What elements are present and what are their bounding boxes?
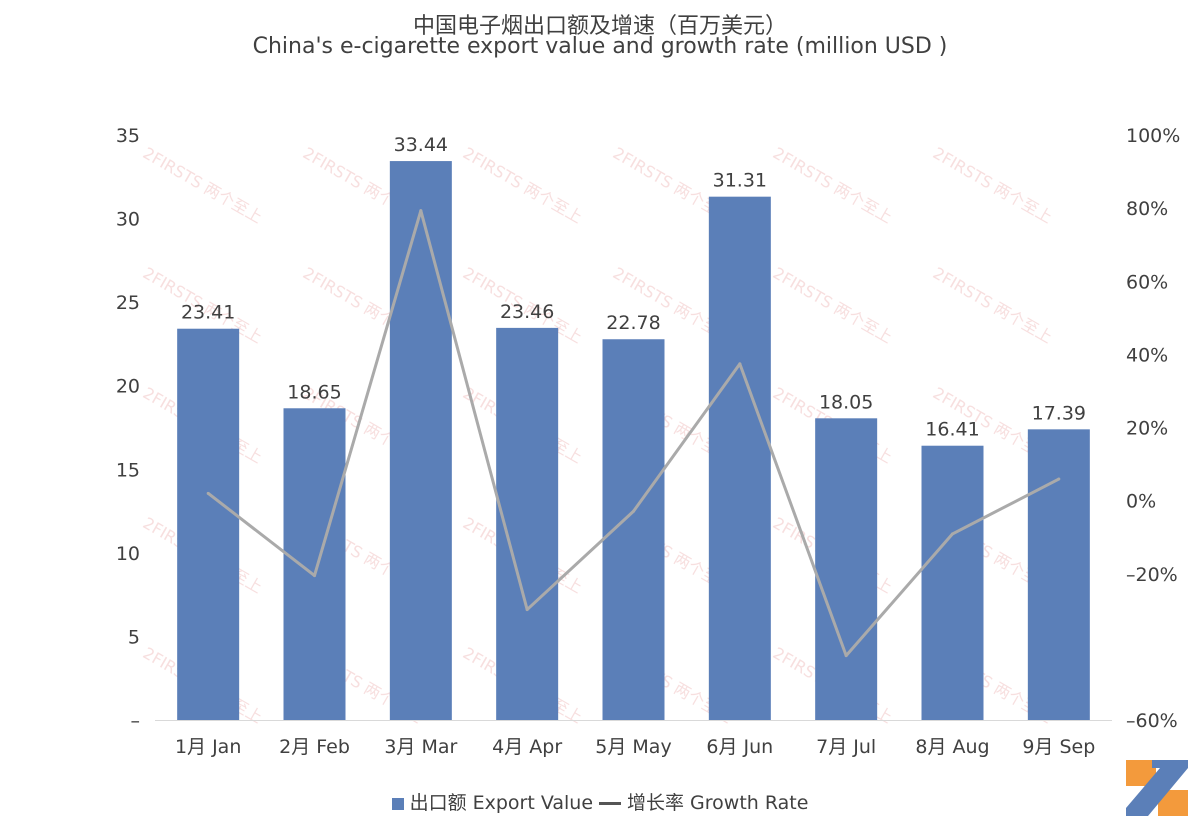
bar — [283, 408, 346, 720]
x-tick-label: 9月 Sep — [1022, 736, 1095, 758]
y-right-tick-label: 20% — [1126, 418, 1168, 440]
watermark-text: 2FIRSTS 两个至上 — [930, 143, 1056, 227]
bar-data-label: 23.41 — [181, 302, 235, 324]
x-tick-label: 7月 Jul — [816, 736, 876, 758]
legend-bar-label: 出口额 Export Value — [409, 792, 594, 814]
bar — [921, 445, 984, 720]
y-right-tick-label: 40% — [1126, 344, 1168, 366]
watermark-text: 2FIRSTS 两个至上 — [930, 263, 1056, 347]
chart-title-en: China's e-cigarette export value and gro… — [252, 34, 948, 59]
growth-rate-point — [1057, 477, 1061, 481]
growth-rate-point — [206, 491, 210, 495]
watermark-text: 2FIRSTS 两个至上 — [140, 143, 266, 227]
x-tick-label: 3月 Mar — [384, 736, 457, 758]
y-right-tick-label: –20% — [1126, 564, 1178, 586]
bar-data-label: 23.46 — [500, 301, 554, 323]
growth-rate-point — [844, 654, 848, 658]
legend-line-label: 增长率 Growth Rate — [627, 792, 809, 814]
bar-data-label: 17.39 — [1032, 402, 1086, 424]
y-left-tick-label: 25 — [116, 292, 140, 314]
x-tick-label: 5月 May — [595, 736, 671, 758]
y-left-tick-label: 5 — [128, 626, 140, 648]
watermark-text: 2FIRSTS 两个至上 — [460, 143, 586, 227]
bar-data-label: 33.44 — [394, 134, 448, 156]
bar — [708, 196, 771, 720]
y-right-tick-label: 60% — [1126, 271, 1168, 293]
bar-data-label: 18.65 — [287, 381, 341, 403]
y-left-tick-label: 10 — [116, 543, 140, 565]
watermark-text: 2FIRSTS 两个至上 — [770, 143, 896, 227]
y-right-tick-label: 80% — [1126, 198, 1168, 220]
x-tick-label: 6月 Jun — [706, 736, 773, 758]
y-left-tick-label: 35 — [116, 125, 140, 147]
bar-data-label: 22.78 — [606, 312, 660, 334]
legend-bar-swatch — [391, 797, 404, 810]
growth-rate-point — [525, 608, 529, 612]
y-left-tick-label: 30 — [116, 209, 140, 231]
bar — [496, 327, 559, 720]
watermark-text: 2FIRSTS 两个至上 — [770, 263, 896, 347]
y-left-tick-label: 20 — [116, 376, 140, 398]
bar-data-label: 16.41 — [925, 419, 979, 441]
y-right-tick-label: 100% — [1126, 125, 1180, 147]
x-tick-label: 8月 Aug — [915, 736, 989, 758]
bar — [389, 161, 452, 720]
y-right-tick-label: –60% — [1126, 710, 1178, 732]
chart-legend: 出口额 Export Value 增长率 Growth Rate — [0, 788, 1200, 815]
y-right-tick-label: 0% — [1126, 491, 1156, 513]
x-tick-label: 4月 Apr — [492, 736, 562, 758]
growth-rate-point — [313, 574, 316, 578]
growth-rate-point — [738, 362, 742, 366]
y-left-tick-label: 15 — [116, 459, 140, 481]
x-tick-label: 2月 Feb — [279, 736, 350, 758]
x-tick-label: 1月 Jan — [175, 736, 241, 758]
growth-rate-point — [419, 209, 423, 213]
y-left-tick-label: – — [131, 710, 141, 732]
growth-rate-point — [951, 532, 954, 536]
bar — [177, 328, 240, 720]
bar-data-label: 31.31 — [713, 170, 767, 192]
bar-data-label: 18.05 — [819, 391, 873, 413]
brand-logo-icon — [1126, 760, 1188, 816]
bar — [815, 418, 878, 720]
growth-rate-point — [632, 509, 635, 513]
bar — [1027, 429, 1090, 720]
legend-line-swatch — [599, 802, 622, 805]
chart-title-cn: 中国电子烟出口额及增速（百万美元） — [412, 14, 787, 39]
